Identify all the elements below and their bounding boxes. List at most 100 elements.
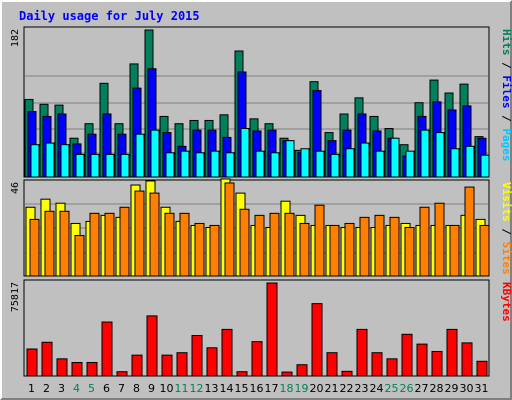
max-value-label: 46	[10, 182, 21, 194]
bar-pages	[75, 153, 85, 178]
day-tick-label: 7	[118, 382, 125, 395]
bar-pages	[330, 153, 340, 178]
bar-pages	[180, 150, 190, 178]
bar-pages	[165, 152, 175, 178]
day-tick-label: 19	[295, 382, 309, 395]
legend-kbytes: KBytes	[500, 282, 512, 322]
day-tick-label: 9	[148, 382, 155, 395]
chart-title: Daily usage for July 2015	[19, 9, 200, 23]
day-tick-label: 12	[190, 382, 204, 395]
bar-pages	[405, 150, 415, 178]
day-tick-label: 15	[235, 382, 249, 395]
bar-sites	[269, 212, 280, 277]
day-tick-label: 30	[460, 382, 474, 395]
bar-kbytes	[26, 348, 38, 377]
bar-pages	[435, 132, 445, 178]
bar-kbytes	[131, 354, 143, 377]
legend-pages: Pages	[500, 128, 512, 161]
bar-sites	[389, 216, 400, 277]
legend-sites: Sites	[500, 242, 512, 275]
bar-sites	[194, 222, 205, 277]
legend-separator: /	[500, 109, 512, 129]
bar-kbytes	[356, 328, 368, 377]
bar-kbytes	[161, 354, 173, 377]
bar-sites	[419, 206, 430, 277]
legend-visits: Visits	[500, 182, 512, 222]
max-value-label: 75817	[10, 282, 21, 312]
bar-pages	[360, 142, 370, 178]
bar-pages	[30, 144, 40, 178]
bar-pages	[105, 153, 115, 178]
bar-pages	[450, 148, 460, 178]
bar-kbytes	[101, 321, 113, 377]
bar-kbytes	[146, 315, 158, 377]
day-tick-label: 8	[133, 382, 140, 395]
bar-sites	[299, 222, 310, 277]
max-value-label: 182	[10, 29, 21, 47]
bar-pages	[300, 148, 310, 178]
bar-sites	[239, 208, 250, 277]
bar-pages	[480, 154, 490, 178]
day-tick-label: 28	[430, 382, 444, 395]
bar-sites	[134, 190, 145, 277]
bar-sites	[74, 235, 85, 277]
bar-kbytes	[401, 333, 413, 377]
day-tick-label: 14	[220, 382, 234, 395]
bar-pages	[255, 150, 265, 178]
side-legend: KBytes	[500, 282, 512, 322]
bar-sites	[344, 222, 355, 277]
bar-sites	[119, 206, 130, 277]
bar-pages	[345, 148, 355, 178]
side-legend: Visits / Sites	[500, 182, 512, 275]
bar-kbytes	[221, 328, 233, 377]
bar-kbytes	[386, 358, 398, 377]
day-tick-label: 23	[355, 382, 369, 395]
bar-kbytes	[176, 352, 188, 377]
day-tick-label: 16	[250, 382, 264, 395]
day-tick-label: 26	[400, 382, 414, 395]
day-tick-label: 27	[415, 382, 429, 395]
bar-pages	[375, 150, 385, 178]
bar-pages	[465, 145, 475, 178]
bar-sites	[464, 186, 475, 277]
day-tick-label: 1	[28, 382, 35, 395]
bar-sites	[89, 212, 100, 277]
bar-sites	[479, 224, 490, 277]
bar-kbytes	[281, 371, 293, 377]
bar-kbytes	[416, 343, 428, 377]
bar-kbytes	[446, 328, 458, 377]
bar-kbytes	[206, 347, 218, 377]
legend-separator: /	[500, 56, 512, 76]
bar-sites	[209, 224, 220, 277]
side-legend: Hits / Files / Pages	[500, 29, 512, 162]
bar-pages	[240, 128, 250, 178]
bar-sites	[224, 182, 235, 277]
day-tick-label: 29	[445, 382, 459, 395]
bar-sites	[314, 204, 325, 277]
bar-kbytes	[296, 364, 308, 377]
bar-kbytes	[266, 282, 278, 377]
bar-sites	[149, 192, 160, 277]
bar-kbytes	[341, 370, 353, 377]
bar-kbytes	[116, 371, 128, 377]
bar-pages	[90, 153, 100, 178]
bar-sites	[404, 226, 415, 277]
bar-sites	[254, 214, 265, 277]
bar-kbytes	[326, 352, 338, 377]
bar-sites	[29, 218, 40, 277]
day-tick-label: 21	[325, 382, 339, 395]
bar-sites	[104, 212, 115, 277]
bar-sites	[449, 224, 460, 277]
bar-sites	[374, 214, 385, 277]
bar-pages	[285, 140, 295, 178]
bar-pages	[420, 129, 430, 178]
bar-kbytes	[431, 350, 443, 377]
day-tick-label: 11	[175, 382, 189, 395]
bar-kbytes	[41, 341, 53, 377]
legend-files: Files	[500, 75, 512, 108]
bar-pages	[135, 133, 145, 178]
bar-kbytes	[371, 352, 383, 377]
day-tick-label: 2	[43, 382, 50, 395]
bar-sites	[359, 216, 370, 277]
bar-sites	[179, 212, 190, 277]
